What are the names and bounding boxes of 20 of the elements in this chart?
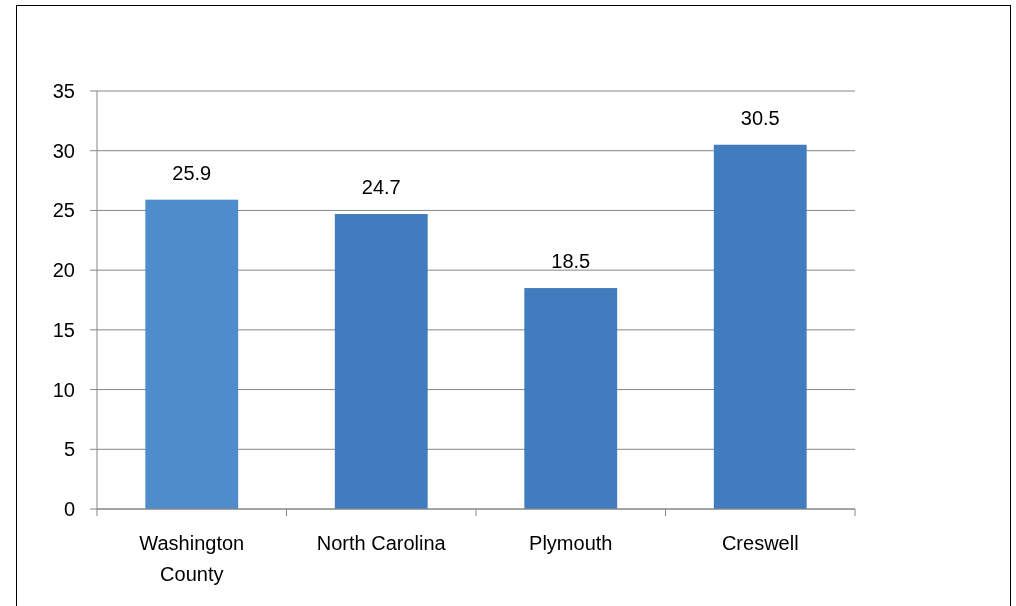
bar: [524, 288, 618, 509]
y-tick-label: 5: [63, 438, 75, 461]
bar: [713, 144, 807, 509]
x-tick-label: North Carolina: [316, 532, 447, 554]
data-label: 18.5: [551, 250, 591, 273]
y-tick-label: 30: [52, 139, 75, 162]
data-label: 24.7: [361, 176, 401, 199]
y-tick-label: 35: [52, 80, 75, 102]
bar: [145, 199, 239, 509]
data-label: 30.5: [740, 106, 780, 129]
y-tick-label: 25: [52, 199, 75, 222]
x-tick-label: Washington County: [139, 532, 245, 585]
y-tick-label: 15: [52, 318, 75, 341]
y-tick-label: 0: [63, 498, 75, 520]
y-tick-label: 10: [52, 378, 75, 401]
y-tick-label: 20: [52, 259, 75, 282]
data-label: 25.9: [172, 161, 212, 184]
bar: [334, 214, 428, 509]
x-tick-label: Creswell: [721, 532, 799, 554]
x-tick-label: Plymouth: [529, 532, 613, 554]
